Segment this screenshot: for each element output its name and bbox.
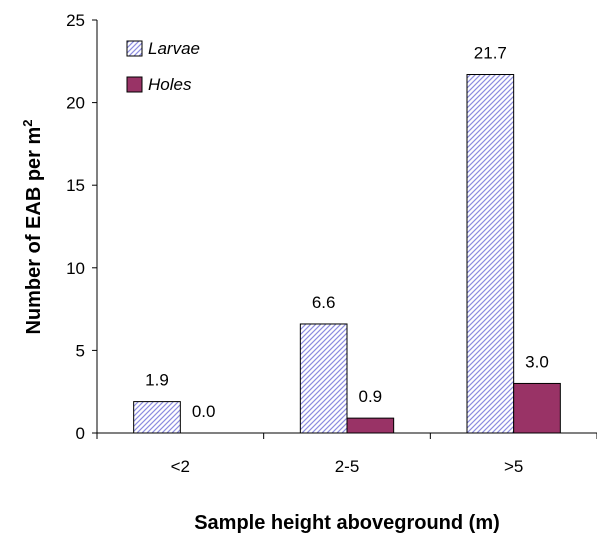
x-axis-title: Sample height aboveground (m) (194, 512, 500, 534)
bar-larvae (133, 401, 181, 434)
data-label-larvae: 1.9 (145, 371, 169, 390)
bar-larvae (466, 74, 515, 434)
x-tick-label: <2 (171, 457, 190, 476)
legend-label-larvae: Larvae (148, 39, 200, 58)
y-tick-label: 25 (66, 11, 85, 30)
data-label-holes: 0.9 (359, 387, 383, 406)
data-labels: 1.9 6.6 21.7 0.0 0.9 3.0 (145, 44, 549, 421)
y-tick-label: 10 (66, 259, 85, 278)
y-tick-label: 15 (66, 176, 85, 195)
y-axis-ticks: 0 5 10 15 20 25 (66, 11, 97, 443)
y-axis-title: Number of EAB per m2 (20, 119, 45, 334)
legend-swatch-larvae (126, 40, 143, 57)
y-axis-title-superscript: 2 (20, 119, 35, 126)
y-tick-label: 5 (76, 341, 85, 360)
legend-label-holes: Holes (148, 75, 192, 94)
x-tick-label: >5 (504, 457, 523, 476)
bar-larvae (299, 323, 348, 434)
svg-text:Number of EAB per m2: Number of EAB per m2 (20, 119, 45, 334)
y-tick-label: 20 (66, 94, 85, 113)
y-tick-label: 0 (76, 424, 85, 443)
data-label-holes: 0.0 (192, 402, 216, 421)
x-tick-label: 2-5 (335, 457, 360, 476)
y-axis-title-text: Number of EAB per m (23, 127, 45, 335)
data-label-holes: 3.0 (525, 352, 549, 371)
legend-swatch-holes (126, 76, 143, 93)
legend: Larvae Holes (126, 39, 200, 94)
data-label-larvae: 6.6 (312, 293, 336, 312)
bar-holes (346, 417, 395, 434)
bar-holes (513, 382, 561, 434)
x-axis-ticks: <2 2-5 >5 (96, 433, 597, 476)
bar-series (133, 74, 561, 434)
data-label-larvae: 21.7 (474, 44, 507, 63)
